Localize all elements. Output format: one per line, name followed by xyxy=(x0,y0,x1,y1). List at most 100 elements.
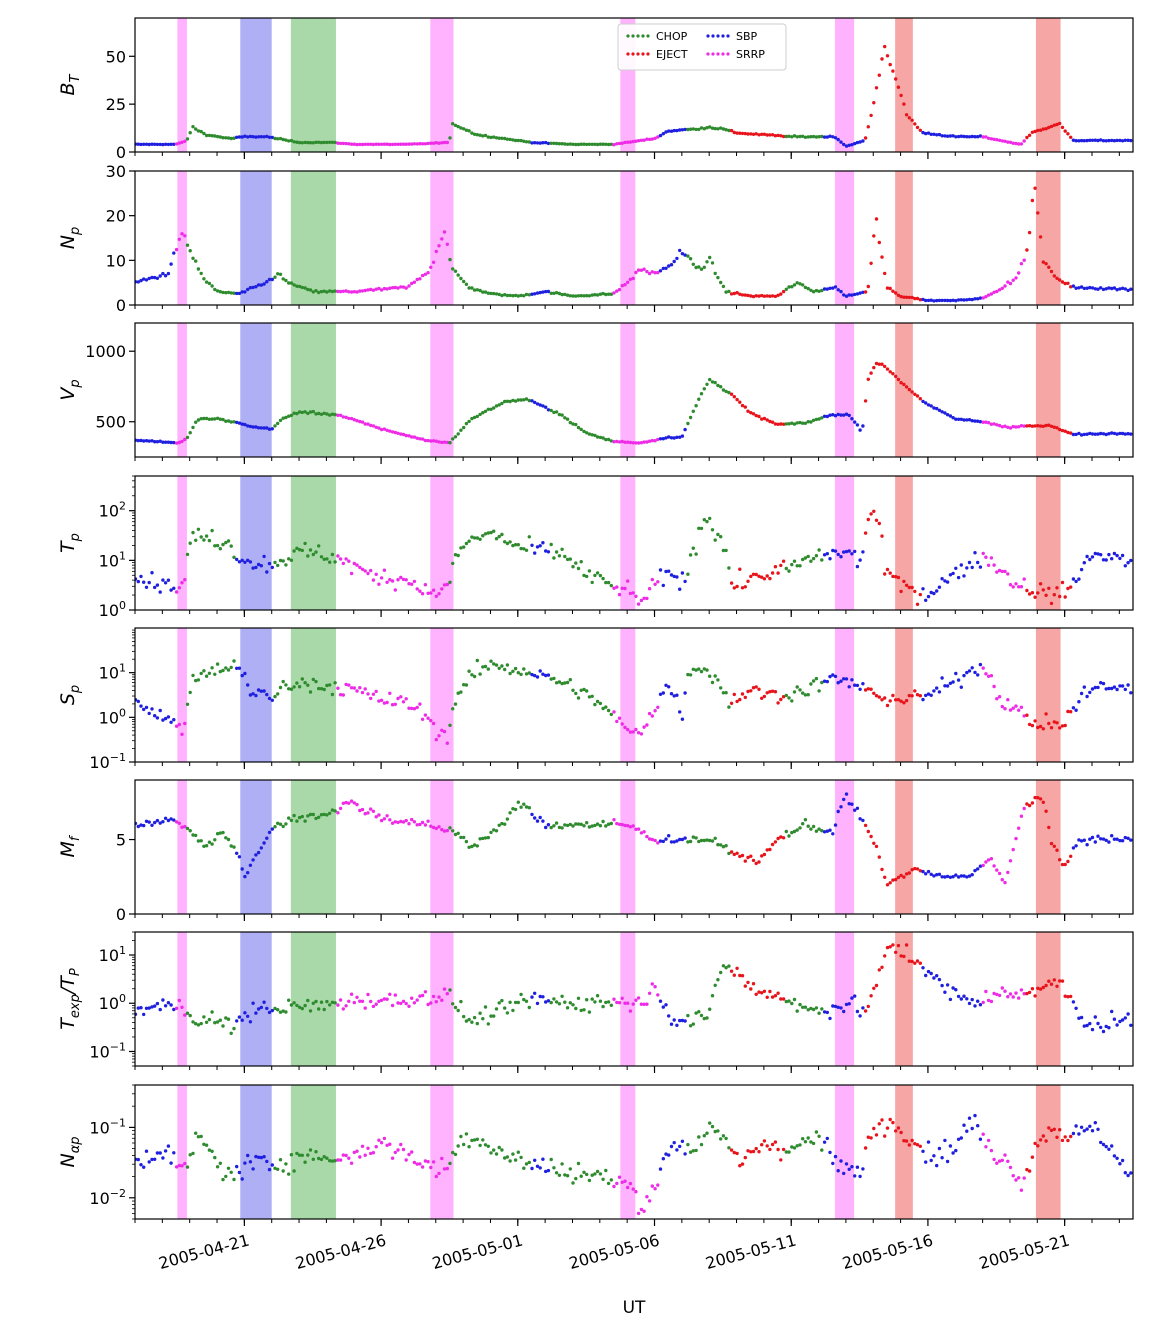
data-point xyxy=(317,290,321,295)
data-point xyxy=(513,1158,518,1162)
data-point xyxy=(691,262,695,266)
data-point xyxy=(232,1026,236,1031)
data-point xyxy=(1129,838,1133,842)
data-point xyxy=(863,1146,868,1150)
data-point xyxy=(492,291,496,296)
data-point xyxy=(325,290,329,294)
data-point xyxy=(894,77,898,81)
data-point xyxy=(1096,1127,1100,1132)
data-point xyxy=(325,813,329,817)
shaded-interval xyxy=(834,323,855,457)
shaded-interval xyxy=(1035,780,1061,914)
data-point xyxy=(136,280,140,284)
data-point xyxy=(645,269,649,274)
shaded-interval xyxy=(290,18,336,152)
shaded-interval xyxy=(620,628,636,762)
data-point xyxy=(144,1006,149,1010)
data-point xyxy=(727,1146,731,1150)
data-point xyxy=(470,1138,474,1143)
data-point xyxy=(904,295,909,299)
data-point xyxy=(781,134,786,139)
data-point xyxy=(921,869,925,874)
data-point xyxy=(1036,796,1040,800)
data-point xyxy=(508,671,512,676)
data-point xyxy=(415,277,419,282)
data-point xyxy=(623,1001,627,1005)
data-point xyxy=(472,288,477,292)
data-point xyxy=(738,973,742,978)
shaded-interval xyxy=(290,171,336,305)
data-point xyxy=(410,142,414,146)
data-point xyxy=(1118,556,1122,561)
data-point xyxy=(959,298,963,302)
data-point xyxy=(1079,1125,1084,1130)
data-point xyxy=(404,433,408,438)
data-point xyxy=(945,298,950,303)
data-point xyxy=(1014,1178,1018,1182)
data-point xyxy=(541,1157,545,1161)
data-point xyxy=(369,1151,373,1156)
data-point xyxy=(150,439,154,443)
data-point xyxy=(825,135,829,139)
data-point xyxy=(492,406,496,410)
data-point xyxy=(675,1148,679,1152)
data-point xyxy=(434,141,438,145)
data-point xyxy=(967,1001,972,1006)
data-point xyxy=(587,569,592,573)
data-point xyxy=(560,547,564,551)
data-point xyxy=(896,293,901,297)
data-point xyxy=(907,959,911,963)
data-point xyxy=(243,671,247,676)
data-point xyxy=(1055,848,1059,852)
data-point xyxy=(850,1165,854,1169)
data-point xyxy=(896,943,901,948)
data-point xyxy=(1058,278,1062,282)
data-point xyxy=(311,1157,315,1162)
data-point xyxy=(1019,585,1024,589)
data-point xyxy=(265,280,269,284)
data-point xyxy=(615,439,619,444)
data-point xyxy=(407,1004,411,1008)
data-point xyxy=(1025,588,1029,593)
data-point xyxy=(945,134,950,138)
data-point xyxy=(451,829,455,833)
data-point xyxy=(601,142,605,146)
data-point xyxy=(995,570,999,574)
data-point xyxy=(935,589,939,593)
data-point xyxy=(691,835,695,839)
data-point xyxy=(360,142,365,147)
data-point xyxy=(533,551,537,555)
data-point xyxy=(729,701,734,705)
data-point xyxy=(760,417,764,421)
y-axis-label: BT xyxy=(57,73,83,95)
data-point xyxy=(508,399,512,404)
data-point xyxy=(1058,858,1062,862)
data-point xyxy=(374,142,378,146)
data-point xyxy=(686,254,690,258)
data-point xyxy=(932,874,936,878)
data-point xyxy=(259,1005,263,1010)
data-point xyxy=(1126,1012,1130,1016)
data-point xyxy=(1038,987,1043,991)
data-point xyxy=(634,827,638,831)
data-point xyxy=(246,871,250,875)
data-point xyxy=(992,991,996,996)
shaded-interval xyxy=(895,18,913,152)
data-point xyxy=(719,843,723,847)
data-point xyxy=(716,678,720,682)
data-point xyxy=(218,669,222,674)
data-point xyxy=(828,828,832,832)
data-point xyxy=(836,681,840,685)
data-point xyxy=(664,1152,668,1156)
data-point xyxy=(355,419,359,423)
data-point xyxy=(1011,424,1015,429)
data-point xyxy=(330,808,335,812)
data-point xyxy=(224,291,228,295)
data-point xyxy=(579,1008,583,1013)
data-point xyxy=(554,1171,559,1175)
data-point xyxy=(855,1165,860,1169)
data-point xyxy=(1038,797,1043,801)
data-point xyxy=(604,292,608,297)
data-point xyxy=(486,667,490,671)
data-point xyxy=(1082,838,1087,842)
